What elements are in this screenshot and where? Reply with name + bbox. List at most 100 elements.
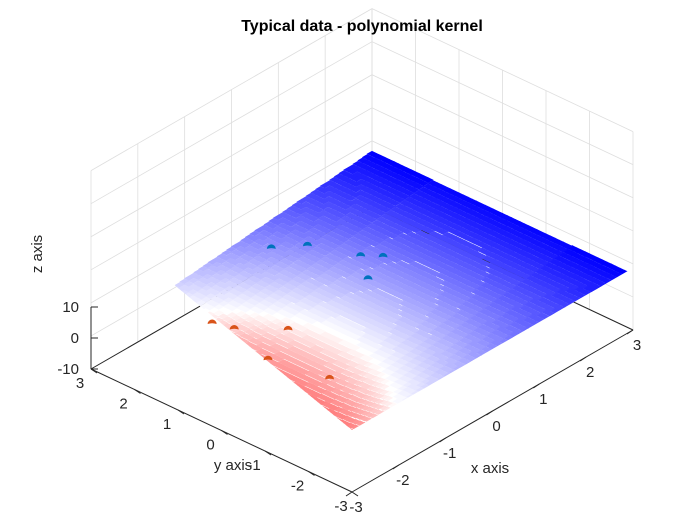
surface-cell <box>212 256 223 263</box>
surface-cell <box>220 347 231 354</box>
surface-cell <box>318 423 330 430</box>
surface-cell <box>257 323 268 330</box>
surface-cell <box>242 359 253 365</box>
surface-cell <box>206 282 217 288</box>
surface-cell <box>421 409 433 416</box>
surface-cell <box>208 403 219 409</box>
surface-cell <box>318 448 327 453</box>
surface-cell <box>338 170 349 176</box>
surface-cell <box>413 329 425 335</box>
x-tick-label: 1 <box>539 391 547 408</box>
surface-cell <box>274 261 286 268</box>
surface-cell <box>256 425 267 430</box>
surface-cell <box>256 342 267 348</box>
surface-cell <box>247 415 259 422</box>
surface-cell <box>350 431 359 436</box>
data-points <box>207 241 388 380</box>
surface-cell <box>436 390 447 396</box>
surface-cell <box>376 448 385 453</box>
surface-cell <box>339 295 351 301</box>
y-tick-label: 3 <box>76 375 84 392</box>
surface-cell <box>178 376 190 383</box>
surface-cell <box>460 374 471 380</box>
surface-cell <box>303 230 314 237</box>
surface-cell <box>358 450 367 455</box>
surface-cell <box>275 321 287 327</box>
surface-cell <box>469 367 480 373</box>
surface-cell <box>227 387 238 394</box>
x-tick-label: 0 <box>492 418 500 435</box>
surface-cell <box>310 444 319 449</box>
surface-cell <box>130 358 141 364</box>
surface-cell <box>315 259 326 266</box>
surface-cell <box>179 278 190 285</box>
surface-cell <box>215 357 226 364</box>
surface-cell <box>203 412 214 418</box>
surface-cell <box>216 333 228 339</box>
surface-cell <box>423 389 434 396</box>
surface-cell <box>164 381 176 388</box>
surface-cell <box>297 408 308 415</box>
surface-cell <box>253 314 264 321</box>
surface-cell <box>244 245 255 251</box>
surface-cell <box>318 454 327 459</box>
surface-cell <box>333 246 345 253</box>
surface-cell <box>267 389 278 395</box>
surface-cell <box>368 436 377 441</box>
surface-cell <box>198 266 209 272</box>
surface-cell <box>358 445 367 450</box>
surface-cell <box>369 397 380 403</box>
surface-cell <box>117 350 128 357</box>
surface-cell <box>174 374 185 380</box>
surface-cell <box>208 397 220 403</box>
surface-cell <box>238 423 249 429</box>
surface-cell <box>132 320 143 326</box>
surface-cell <box>284 254 295 261</box>
surface-cell <box>435 399 447 406</box>
surface-cell <box>233 360 244 367</box>
surface-cell <box>189 350 200 356</box>
surface-cell <box>534 327 546 334</box>
surface-cell <box>226 405 237 411</box>
surface-cell <box>300 206 311 213</box>
surface-cell <box>246 367 257 373</box>
surface-cell <box>390 407 402 414</box>
surface-cell <box>317 301 328 307</box>
surface-cell <box>175 362 186 368</box>
surface-cell <box>291 287 302 294</box>
surface-cell <box>362 366 373 373</box>
surface-cell <box>348 372 359 379</box>
surface-cell <box>266 251 277 258</box>
surface-cell <box>253 400 264 406</box>
surface-cell <box>261 410 273 416</box>
surface-cell <box>372 431 381 436</box>
surface-cell <box>211 262 223 268</box>
surface-cell <box>413 401 424 407</box>
surface-cell <box>339 476 348 481</box>
surface-cell <box>251 272 262 278</box>
surface-cell <box>362 289 374 296</box>
surface-cell <box>246 275 258 282</box>
surface-cell <box>232 372 243 379</box>
surface-cell <box>193 269 204 275</box>
surface-cell <box>222 391 233 398</box>
surface-cell <box>331 359 342 366</box>
surface-cell <box>216 345 227 352</box>
surface-cell <box>227 376 239 383</box>
tick-mark <box>626 329 634 335</box>
surface-cell <box>224 280 235 287</box>
surface-cell <box>235 246 246 252</box>
surface-cell <box>121 353 133 360</box>
surface-cell <box>243 419 254 425</box>
surface-cell <box>344 365 355 371</box>
surface-cell <box>427 391 438 397</box>
surface-cell <box>315 186 326 192</box>
surface-cell <box>200 381 212 387</box>
surface-cell <box>285 232 296 239</box>
surface-cell <box>129 377 140 384</box>
surface-cell <box>185 341 196 348</box>
surface-cell <box>351 171 363 177</box>
surface-cell <box>253 394 264 401</box>
surface-cell <box>300 281 311 287</box>
surface-cell <box>365 385 377 391</box>
